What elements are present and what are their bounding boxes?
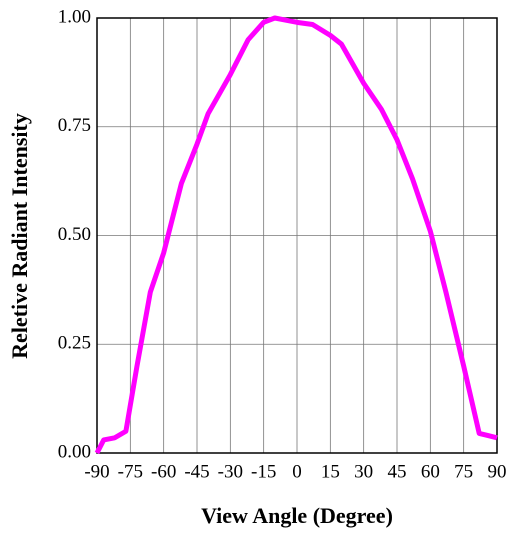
x-tick-label: -30 xyxy=(218,461,243,482)
x-tick-label: -60 xyxy=(151,461,176,482)
x-tick-label: -15 xyxy=(251,461,276,482)
data-line xyxy=(94,15,498,455)
y-tick-label: 0.75 xyxy=(58,115,91,136)
x-tick-label: 75 xyxy=(454,461,473,482)
y-tick-label: 1.00 xyxy=(58,6,91,27)
x-tick-label: -45 xyxy=(184,461,209,482)
x-tick-label: 90 xyxy=(488,461,507,482)
plot-frame xyxy=(96,17,498,454)
y-tick-label: 0.50 xyxy=(58,224,91,245)
x-tick-label: 60 xyxy=(421,461,440,482)
y-tick-label: 0.25 xyxy=(58,333,91,354)
y-axis-title: Reletive Radiant Intensity xyxy=(7,113,32,359)
x-tick-label: 45 xyxy=(388,461,407,482)
y-tick-label: 0.00 xyxy=(58,441,91,462)
x-tick-label: 0 xyxy=(292,461,302,482)
x-tick-label: -75 xyxy=(118,461,143,482)
x-axis-title: View Angle (Degree) xyxy=(201,503,393,528)
x-tick-label: 15 xyxy=(321,461,340,482)
x-tick-label: -90 xyxy=(84,461,109,482)
x-tick-label: 30 xyxy=(354,461,373,482)
